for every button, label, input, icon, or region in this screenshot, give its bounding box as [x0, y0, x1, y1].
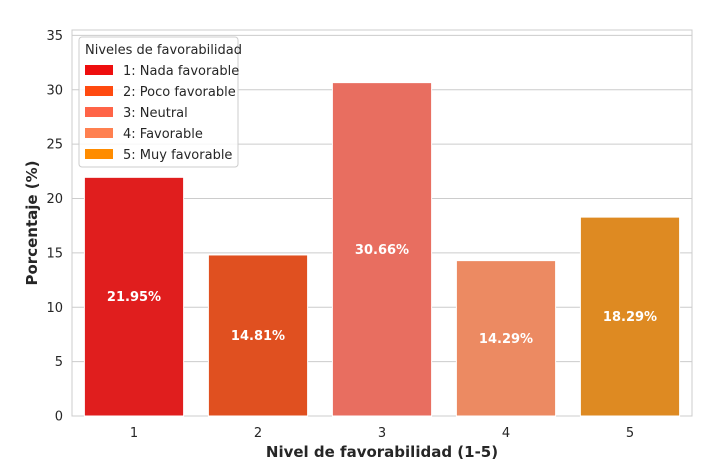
x-tick-label: 4	[502, 426, 510, 441]
bar-value-label: 30.66%	[355, 243, 409, 258]
y-tick-label: 5	[55, 355, 63, 370]
legend-title: Niveles de favorabilidad	[85, 43, 242, 58]
bar-1	[83, 176, 185, 417]
x-tick-label: 3	[378, 426, 386, 441]
x-tick-label: 1	[130, 426, 138, 441]
y-axis-ticks: 0 5 10 15 20 25 30 35	[46, 29, 63, 425]
y-tick-label: 25	[46, 138, 63, 153]
bar-3	[331, 82, 433, 417]
legend-swatch	[85, 107, 113, 117]
x-axis-title: Nivel de favorabilidad (1-5)	[266, 443, 498, 461]
legend-box	[78, 36, 239, 168]
y-tick-label: 15	[46, 246, 63, 261]
x-axis-ticks: 1 2 3 4 5	[130, 426, 634, 441]
legend-entry-label: 5: Muy favorable	[123, 148, 232, 163]
legend-swatch	[85, 149, 113, 159]
y-axis-title: Porcentaje (%)	[23, 160, 41, 285]
bar-value-labels: 21.95% 14.81% 30.66% 14.29% 18.29%	[107, 243, 657, 347]
x-tick-label: 5	[626, 426, 634, 441]
legend-swatch	[85, 65, 113, 75]
bar-value-label: 18.29%	[603, 310, 657, 325]
legend-entries: 1: Nada favorable 2: Poco favorable 3: Neu…	[85, 64, 239, 163]
y-tick-label: 0	[55, 410, 63, 425]
legend-swatch	[85, 128, 113, 138]
y-tick-label: 20	[46, 192, 63, 207]
legend-entry-label: 1: Nada favorable	[123, 64, 239, 79]
bar-value-label: 21.95%	[107, 290, 161, 305]
legend: Niveles de favorabilidad 1: Nada favorab…	[78, 36, 242, 168]
bar-4	[455, 260, 557, 417]
legend-swatch	[85, 86, 113, 96]
bar-5	[579, 216, 681, 417]
legend-entry-label: 4: Favorable	[123, 127, 203, 142]
legend-entry-label: 2: Poco favorable	[123, 85, 236, 100]
bar-value-label: 14.29%	[479, 332, 533, 347]
y-tick-label: 10	[46, 301, 63, 316]
y-tick-label: 35	[46, 29, 63, 44]
bar-2	[207, 254, 309, 417]
legend-entry-label: 3: Neutral	[123, 106, 188, 121]
bar-value-label: 14.81%	[231, 329, 285, 344]
x-tick-label: 2	[254, 426, 262, 441]
y-tick-label: 30	[46, 83, 63, 98]
bars	[83, 82, 681, 417]
